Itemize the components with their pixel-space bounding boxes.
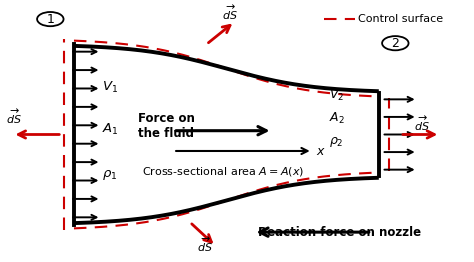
Text: 2: 2: [392, 37, 399, 50]
Text: $\rho_1$: $\rho_1$: [102, 168, 118, 182]
Text: Cross-sectional area $A = A(x)$: Cross-sectional area $A = A(x)$: [143, 165, 305, 178]
Text: $\overrightarrow{dS}$: $\overrightarrow{dS}$: [414, 115, 430, 133]
Text: $\overrightarrow{dS}$: $\overrightarrow{dS}$: [6, 107, 22, 125]
Text: $\rho_2$: $\rho_2$: [329, 135, 344, 149]
Text: $A_1$: $A_1$: [102, 122, 119, 137]
Text: the fluid: the fluid: [138, 127, 194, 140]
Text: Force on: Force on: [138, 112, 195, 124]
Text: $\overrightarrow{dS}$: $\overrightarrow{dS}$: [197, 236, 213, 254]
Text: Control surface: Control surface: [358, 14, 444, 24]
Text: $V_2$: $V_2$: [329, 88, 344, 103]
Text: $V_1$: $V_1$: [102, 80, 118, 95]
Text: 1: 1: [46, 13, 54, 26]
Text: Reaction force on nozzle: Reaction force on nozzle: [258, 226, 421, 239]
Text: x: x: [317, 145, 324, 158]
Text: $A_2$: $A_2$: [329, 111, 345, 125]
Text: $\overrightarrow{dS}$: $\overrightarrow{dS}$: [222, 4, 237, 22]
